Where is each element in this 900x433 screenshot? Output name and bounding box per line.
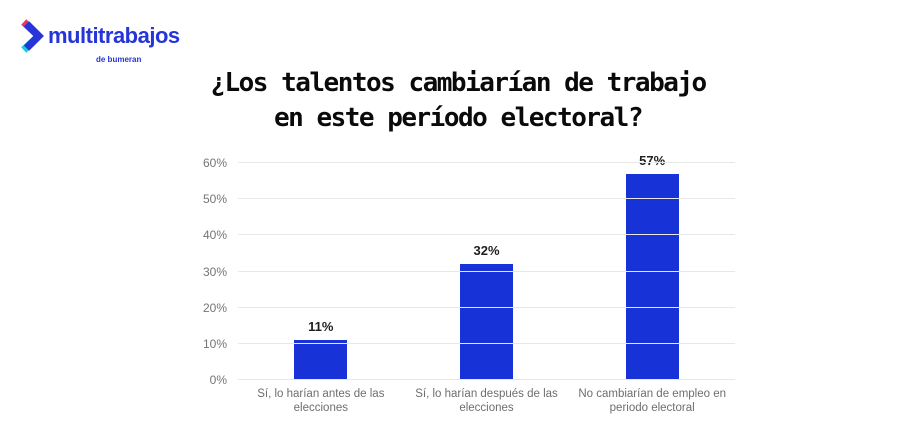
gridline: [238, 379, 735, 380]
gridline: [238, 162, 735, 163]
gridline: [238, 342, 735, 344]
y-axis-tick-label: 50%: [202, 192, 227, 207]
bar-value-label: 32%: [473, 243, 500, 259]
bar-value-label: 57%: [639, 152, 666, 168]
gridline: [238, 270, 735, 272]
logo-sub-text: de bumeran: [96, 55, 142, 64]
gridline: [238, 234, 735, 236]
boomerang-chevron-icon: [21, 19, 44, 53]
bar: 32%: [460, 243, 513, 380]
y-axis-tick-label: 40%: [202, 228, 227, 243]
gridline: [238, 306, 735, 308]
logo-brand-text: multitrabajos: [48, 23, 180, 48]
multitrabajos-logo: multitrabajos de bumeran: [20, 14, 190, 64]
chart-title-line1: ¿Los talentos cambiarían de trabajo: [210, 68, 707, 98]
chart-title: ¿Los talentos cambiarían de trabajo en e…: [0, 66, 900, 136]
y-axis-tick-label: 30%: [202, 264, 227, 279]
y-axis-tick-label: 20%: [202, 300, 227, 315]
plot-area: 11% Sí, lo harían antes de las elecciones…: [203, 153, 735, 414]
y-axis-tick-label: 10%: [202, 336, 227, 351]
bar-value-label: 11%: [308, 319, 334, 335]
x-axis-category-label: Sí, lo harían después de las elecciones: [415, 388, 558, 414]
x-axis-category-label: No cambiarían de empleo en periodo elect…: [578, 388, 726, 414]
bar-slots: 11% Sí, lo harían antes de las elecciones…: [238, 153, 735, 414]
bar: 57%: [625, 153, 679, 380]
bar: 11%: [294, 319, 348, 380]
y-axis-tick-label: 0%: [209, 373, 227, 387]
bar-slot: 32% Sí, lo harían después de las eleccion…: [404, 163, 570, 414]
bar-slot: 11% Sí, lo harían antes de las elecciones: [238, 163, 404, 414]
chart-title-line2: en este período electoral?: [274, 103, 644, 133]
bar-slot: 57% No cambiarían de empleo en periodo el…: [569, 153, 735, 414]
y-axis-tick-label: 60%: [202, 156, 227, 170]
gridline: [238, 198, 735, 200]
x-axis-category-label: Sí, lo harían antes de las elecciones: [257, 388, 385, 414]
